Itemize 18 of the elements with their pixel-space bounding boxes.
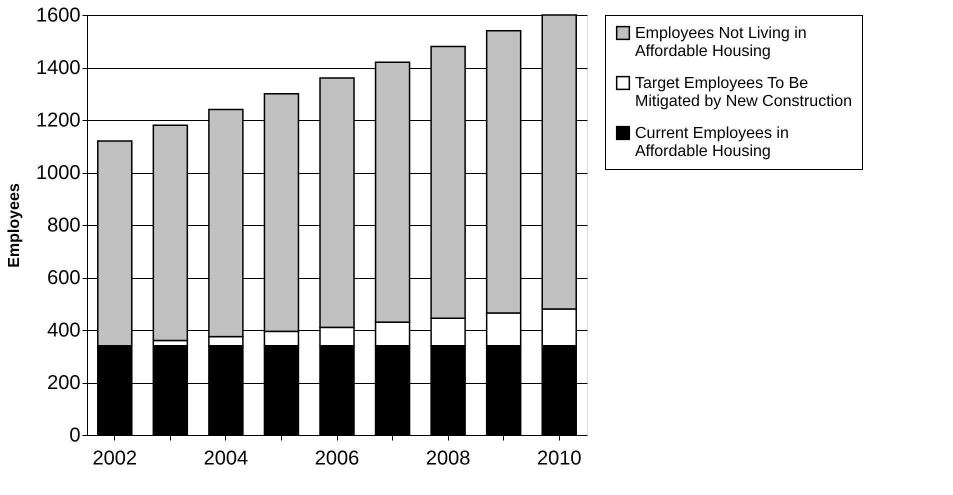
y-tick-label: 400 xyxy=(47,320,80,342)
x-tick-label: 2008 xyxy=(426,448,470,470)
y-tick-label: 1600 xyxy=(36,4,80,26)
legend-label: Employees Not Living in Affordable Housing xyxy=(635,25,807,60)
x-tick-label: 2002 xyxy=(92,448,138,470)
y-tick-label: 600 xyxy=(47,267,80,289)
x-tick-label: 2004 xyxy=(204,448,248,470)
x-tick-label: 2006 xyxy=(314,448,360,470)
y-axis-title: Employees xyxy=(6,183,24,268)
y-tick-label: 1000 xyxy=(36,162,80,184)
y-tick-label: 800 xyxy=(47,214,80,236)
y-tick-label: 1200 xyxy=(36,110,80,132)
legend-label: Current Employees in Affordable Housing xyxy=(635,125,789,160)
y-tick-label: 0 xyxy=(69,424,80,446)
y-tick-label: 200 xyxy=(47,372,80,394)
y-tick-label: 1400 xyxy=(36,57,80,79)
legend-label: Target Employees To Be Mitigated by New Construction xyxy=(635,75,852,110)
x-tick-label: 2010 xyxy=(536,448,582,470)
